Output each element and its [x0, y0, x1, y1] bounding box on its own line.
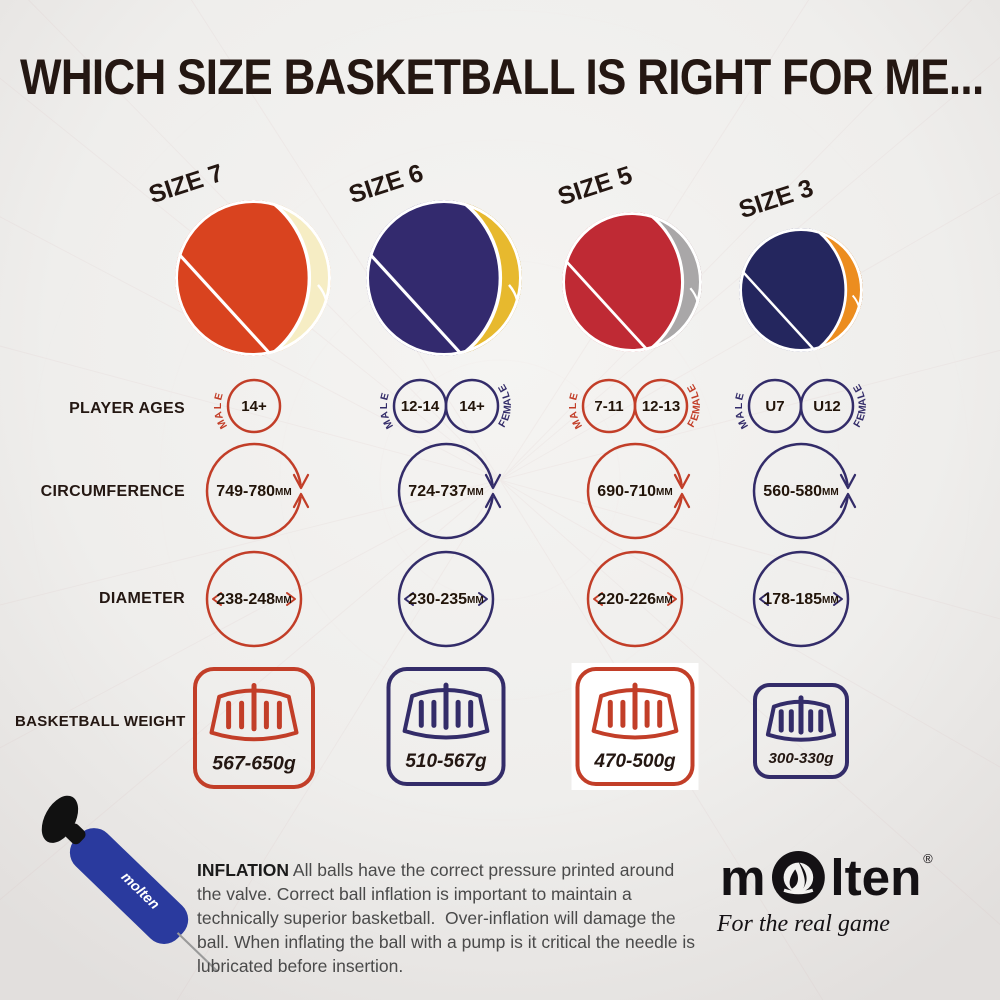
svg-text:lten: lten: [830, 849, 921, 906]
svg-text:For the real game: For the real game: [716, 911, 890, 937]
svg-text:®: ®: [923, 851, 933, 866]
svg-text:m: m: [720, 849, 766, 906]
